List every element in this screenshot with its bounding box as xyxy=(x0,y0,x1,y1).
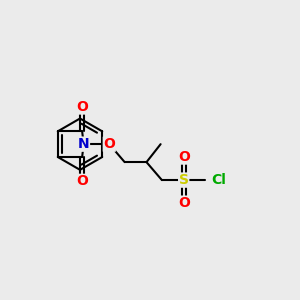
Text: S: S xyxy=(179,173,189,187)
Text: O: O xyxy=(76,100,88,114)
Text: O: O xyxy=(103,137,115,151)
Text: O: O xyxy=(178,196,190,210)
Text: O: O xyxy=(178,150,190,164)
Text: Cl: Cl xyxy=(211,173,226,187)
Text: O: O xyxy=(76,174,88,188)
Text: N: N xyxy=(78,137,89,151)
